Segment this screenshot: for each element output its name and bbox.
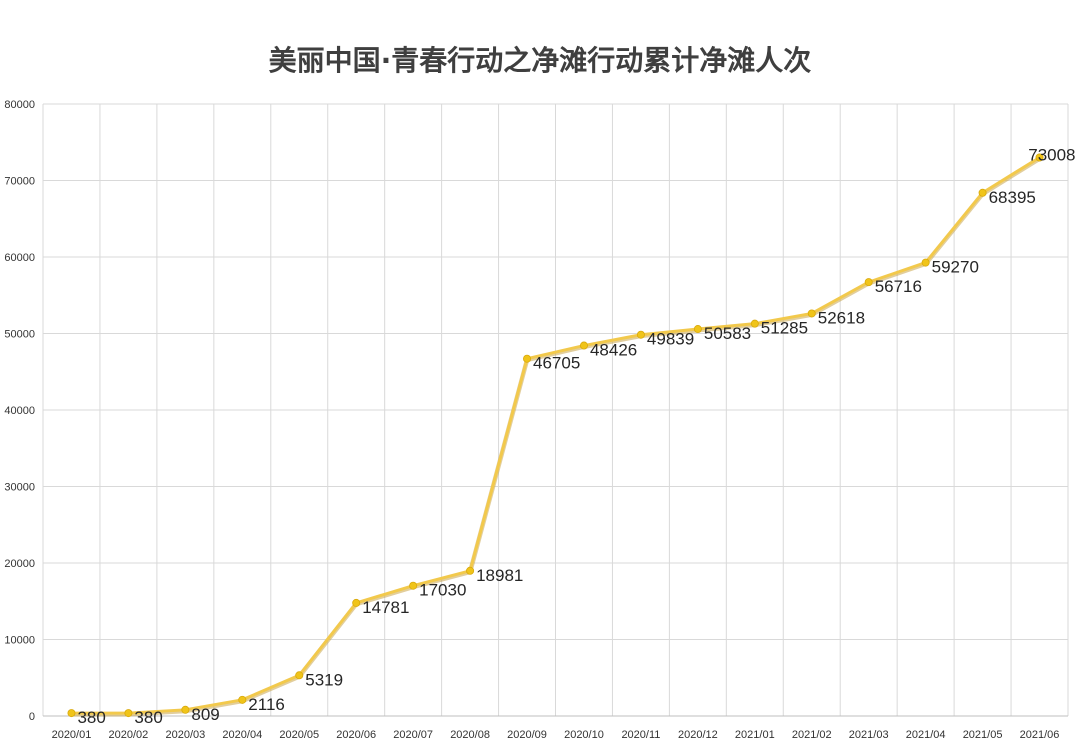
data-point	[750, 319, 759, 328]
x-tick-label: 2020/06	[336, 729, 376, 741]
marker-group	[67, 153, 1044, 718]
x-tick-label: 2020/05	[279, 729, 319, 741]
data-point	[864, 278, 873, 287]
y-tick-label: 50000	[4, 329, 35, 341]
x-tick-label: 2020/08	[450, 729, 490, 741]
x-tick-label: 2021/06	[1020, 729, 1060, 741]
data-point	[636, 330, 645, 339]
x-tick-label: 2020/12	[678, 729, 718, 741]
data-label: 14781	[362, 598, 409, 617]
x-tick-label: 2020/03	[165, 729, 205, 741]
axes: 0 10000 20000 30000 40000 50000 60000 70000 8000…	[4, 99, 1068, 741]
data-label: 5319	[305, 670, 343, 689]
data-label: 56716	[875, 277, 922, 296]
data-point	[124, 709, 133, 718]
data-label: 809	[191, 705, 219, 724]
data-label: 17030	[419, 581, 466, 600]
x-tick-label: 2020/04	[222, 729, 262, 741]
data-label: 59270	[932, 258, 979, 277]
data-point	[352, 598, 361, 607]
data-point	[67, 709, 76, 718]
data-point	[466, 566, 475, 575]
x-tick-label: 2021/05	[963, 729, 1003, 741]
data-label: 2116	[248, 695, 285, 714]
data-label: 49839	[647, 330, 694, 349]
x-tick-label: 2021/04	[906, 729, 946, 741]
series-line	[69, 155, 1042, 715]
y-tick-label: 70000	[4, 176, 35, 188]
y-tick-label: 0	[29, 711, 35, 723]
data-label: 380	[134, 708, 162, 727]
x-tick-label: 2020/11	[621, 729, 660, 741]
x-tick-label: 2021/03	[849, 729, 889, 741]
data-label: 52618	[818, 308, 865, 327]
data-point	[1035, 153, 1044, 162]
data-point	[295, 671, 304, 680]
y-tick-label: 80000	[4, 99, 35, 111]
y-tick-label: 40000	[4, 405, 35, 417]
data-point	[921, 258, 930, 267]
data-label: 380	[77, 708, 105, 727]
data-point	[693, 325, 702, 334]
data-point	[978, 188, 987, 197]
series-line-group	[69, 155, 1042, 717]
x-tick-label: 2021/02	[792, 729, 832, 741]
y-tick-label: 20000	[4, 558, 35, 570]
x-tick-label: 2020/01	[52, 729, 92, 741]
data-point	[181, 705, 190, 714]
data-label: 46705	[533, 354, 580, 373]
data-label: 50583	[704, 324, 751, 343]
data-point	[807, 309, 816, 318]
data-point	[238, 695, 247, 704]
x-tick-label: 2021/01	[735, 729, 775, 741]
y-tick-label: 10000	[4, 635, 35, 647]
data-label: 18981	[476, 566, 523, 585]
gridlines	[42, 103, 1069, 716]
x-tick-label: 2020/02	[109, 729, 149, 741]
chart-title: 美丽中国·青春行动之净滩行动累计净滩人次	[269, 44, 812, 77]
data-point	[579, 341, 588, 350]
data-point	[523, 354, 532, 363]
y-tick-label: 30000	[4, 482, 35, 494]
data-point	[409, 581, 418, 590]
x-tick-label: 2020/07	[393, 729, 433, 741]
data-label: 51285	[761, 319, 808, 338]
x-tick-label: 2020/09	[507, 729, 547, 741]
y-tick-label: 60000	[4, 252, 35, 264]
data-label: 68395	[989, 188, 1036, 207]
data-label: 48426	[590, 341, 637, 360]
data-label: 73008	[1028, 145, 1075, 164]
x-tick-label: 2020/10	[564, 729, 604, 741]
data-label-group: 380 380 809 2116 5319 14781 17030 18981 46705 484…	[77, 145, 1075, 727]
